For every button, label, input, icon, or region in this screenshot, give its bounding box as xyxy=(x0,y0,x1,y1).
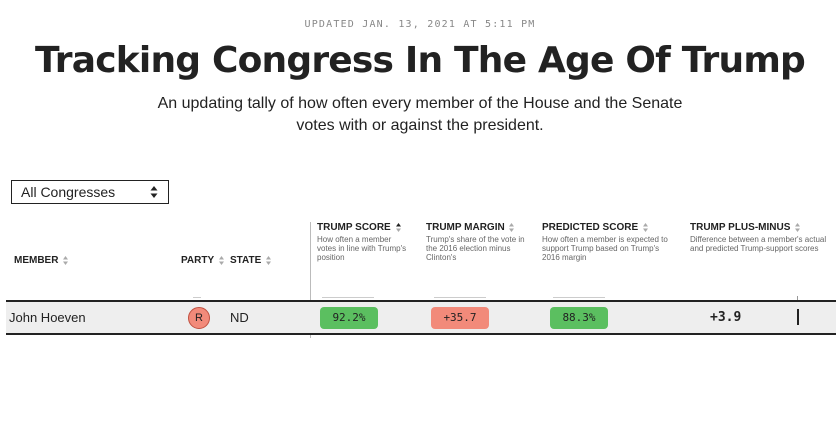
updated-timestamp: UPDATED JAN. 13, 2021 AT 5:11 PM xyxy=(304,19,536,30)
tick-mark xyxy=(797,296,798,300)
trump-score-desc: How often a member votes in line with Tr… xyxy=(317,235,407,262)
header-trump-score[interactable]: TRUMP SCORE xyxy=(317,222,401,233)
sort-active-icon xyxy=(395,222,401,232)
predicted-score-value: 88.3% xyxy=(550,307,608,329)
plus-minus-desc: Difference between a member's actual and… xyxy=(690,235,827,253)
tick-mark xyxy=(193,297,201,298)
header-predicted-score[interactable]: PREDICTED SCORE xyxy=(542,222,648,233)
trump-margin-desc: Trump's share of the vote in the 2016 el… xyxy=(426,235,525,262)
sort-icon xyxy=(266,255,272,265)
tick-mark xyxy=(322,297,374,298)
header-trump-score-label: TRUMP SCORE xyxy=(317,222,391,233)
sort-icon xyxy=(218,255,224,265)
member-name[interactable]: John Hoeven xyxy=(9,310,86,325)
page-title: Tracking Congress In The Age Of Trump xyxy=(34,40,806,81)
column-divider xyxy=(310,222,311,338)
state-value: ND xyxy=(230,310,249,325)
trump-margin-value: +35.7 xyxy=(431,307,489,329)
header-trump-margin[interactable]: TRUMP MARGIN xyxy=(426,222,515,233)
plus-minus-value: +3.9 xyxy=(710,310,742,325)
tick-mark xyxy=(553,297,605,298)
header-member-label: MEMBER xyxy=(14,255,59,266)
trump-score-value: 92.2% xyxy=(320,307,378,329)
page-subtitle: An updating tally of how often every mem… xyxy=(157,95,683,134)
header-party-label: PARTY xyxy=(181,255,214,266)
header-state[interactable]: STATE xyxy=(230,255,272,266)
header-party[interactable]: PARTY xyxy=(181,255,224,266)
sort-icon xyxy=(795,222,801,232)
sort-icon xyxy=(63,255,69,265)
select-arrows-icon xyxy=(150,186,158,198)
text-cursor xyxy=(797,309,799,325)
sort-icon xyxy=(509,222,515,232)
table-row[interactable]: John Hoeven R ND 92.2% +35.7 88.3% +3.9 xyxy=(6,302,836,335)
header-plus-minus[interactable]: TRUMP PLUS-MINUS xyxy=(690,222,801,233)
tick-mark xyxy=(434,297,486,298)
party-badge: R xyxy=(188,307,210,329)
predicted-score-desc: How often a member is expected to suppor… xyxy=(542,235,668,262)
header-trump-margin-label: TRUMP MARGIN xyxy=(426,222,505,233)
table-top-rule xyxy=(6,300,836,302)
header-state-label: STATE xyxy=(230,255,262,266)
congress-select[interactable]: All Congresses xyxy=(11,180,169,204)
sort-icon xyxy=(642,222,648,232)
header-predicted-score-label: PREDICTED SCORE xyxy=(542,222,639,233)
congress-select-value: All Congresses xyxy=(21,184,116,200)
header-member[interactable]: MEMBER xyxy=(14,255,69,266)
header-plus-minus-label: TRUMP PLUS-MINUS xyxy=(690,222,791,233)
